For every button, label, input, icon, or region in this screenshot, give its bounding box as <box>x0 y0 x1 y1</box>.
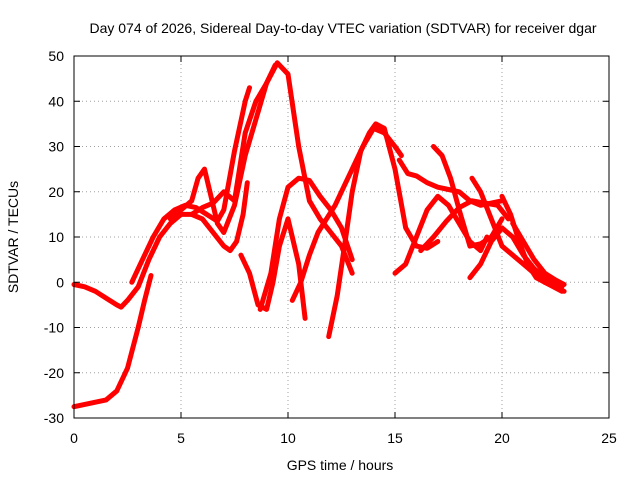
y-tick-label: 20 <box>48 184 64 200</box>
x-axis-label: GPS time / hours <box>287 457 394 473</box>
y-tick-label: -30 <box>44 410 64 426</box>
y-tick-label: 50 <box>48 48 64 64</box>
y-tick-label: -10 <box>44 320 64 336</box>
x-tick-label: 10 <box>280 430 296 446</box>
y-tick-label: 30 <box>48 139 64 155</box>
series-sat-i <box>326 121 441 340</box>
x-tick-label: 15 <box>387 430 403 446</box>
series-sat-l <box>431 144 505 249</box>
series-sat-d <box>167 62 278 235</box>
series-sat-e <box>189 60 355 276</box>
chart-title: Day 074 of 2026, Sidereal Day-to-day VTE… <box>89 20 596 36</box>
axis-ticks <box>73 55 610 419</box>
series-sat-m <box>418 198 511 254</box>
series-sat-n <box>467 225 565 290</box>
y-tick-label: 40 <box>48 93 64 109</box>
y-axis-label: SDTVAR / TECUs <box>5 181 21 293</box>
series-layer <box>71 60 567 410</box>
series-sat-g <box>257 175 355 312</box>
tick-labels: 0 5 10 15 20 25 -30 -20 -10 0 10 20 30 40 50 <box>44 48 617 446</box>
y-tick-label: 0 <box>56 274 64 290</box>
series-sat-c <box>129 85 252 285</box>
series-sat-b <box>71 273 154 410</box>
series-sat-f <box>238 216 308 321</box>
y-tick-label: 10 <box>48 229 64 245</box>
x-tick-label: 25 <box>601 430 617 446</box>
series-sat-p <box>499 193 565 294</box>
x-tick-label: 0 <box>70 430 78 446</box>
x-tick-label: 5 <box>177 430 185 446</box>
x-tick-label: 20 <box>494 430 510 446</box>
y-tick-label: -20 <box>44 365 64 381</box>
series-sat-a <box>71 180 250 310</box>
series-sat-q <box>510 220 567 287</box>
grid-lines <box>74 56 609 418</box>
